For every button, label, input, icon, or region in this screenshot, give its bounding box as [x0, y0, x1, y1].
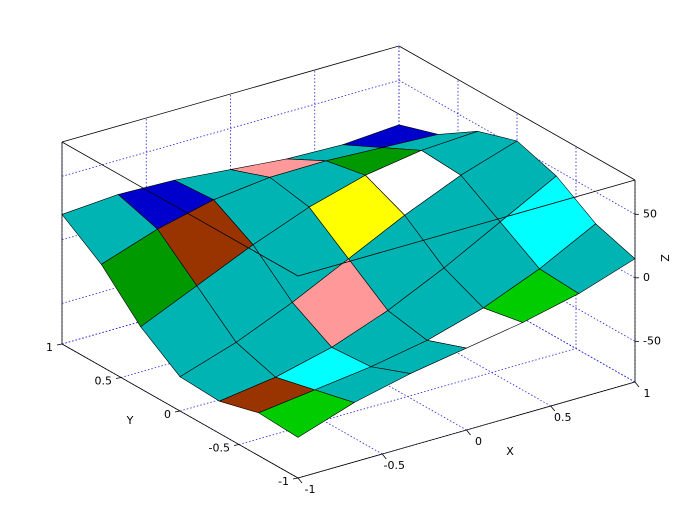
box-edge [297, 179, 636, 277]
y-tick [174, 410, 181, 413]
grid-line [238, 348, 577, 445]
box-edge [61, 141, 299, 277]
y-tick-label: -1 [278, 475, 289, 488]
x-tick [466, 429, 471, 436]
z-axis-label: Z [658, 254, 671, 262]
z-tick-label: 0 [643, 271, 650, 284]
surface-face [258, 389, 355, 438]
y-tick [233, 444, 240, 446]
grid-line [61, 79, 400, 177]
y-tick [56, 343, 63, 346]
x-tick [297, 477, 303, 484]
z-tick-label: -50 [643, 334, 661, 347]
y-tick-label: 1 [46, 341, 53, 354]
x-tick-label: 1 [644, 387, 651, 400]
y-tick-label: 0 [164, 408, 171, 421]
x-tick-label: 0 [475, 435, 482, 448]
x-axis-label: X [506, 445, 514, 458]
x-tick [634, 381, 640, 388]
z-tick-label: 50 [643, 207, 657, 220]
box-edge [61, 45, 400, 143]
x-tick-label: -0.5 [384, 459, 405, 472]
x-tick [381, 453, 387, 460]
y-axis-label: Y [126, 414, 134, 427]
box-edge [398, 45, 636, 181]
y-tick [115, 377, 122, 379]
y-tick-label: -0.5 [209, 442, 230, 455]
y-tick-label: 0.5 [95, 375, 113, 388]
x-tick [550, 405, 556, 412]
x-tick-label: 0.5 [554, 411, 572, 424]
x-tick-label: -1 [305, 483, 316, 496]
y-tick [292, 477, 299, 480]
